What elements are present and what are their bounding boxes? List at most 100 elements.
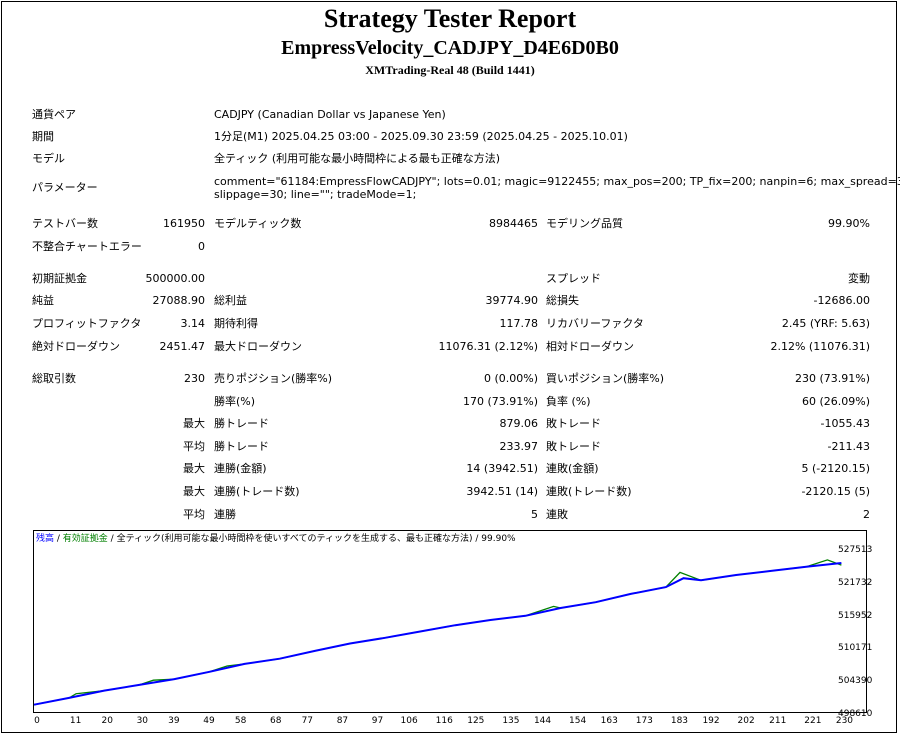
legend-model: 全ティック(利用可能な最小時間枠を使いすべてのティックを生成する、最も正確な方法… xyxy=(116,534,473,544)
recovery-factor-value: 2.45 (YRF: 5.63) xyxy=(781,317,870,330)
mismatch-label: 不整合チャートエラー xyxy=(32,240,142,253)
gross-loss-label: 総損失 xyxy=(546,294,579,307)
profit-factor-label: プロフィットファクタ xyxy=(32,317,142,330)
rel-drawdown-value: 2.12% (11076.31) xyxy=(770,340,870,353)
y-tick-label: 510171 xyxy=(838,643,873,654)
x-tick-label: 221 xyxy=(804,716,822,726)
ea-name: EmpressVelocity_CADJPY_D4E6D0B0 xyxy=(281,37,619,59)
model-label: モデル xyxy=(32,152,65,165)
x-tick-label: 211 xyxy=(769,716,787,726)
cons-wins-count-label: 連勝(トレード数) xyxy=(214,485,300,498)
quality-value: 99.90% xyxy=(828,217,870,230)
period-label: 期間 xyxy=(32,130,54,143)
profit-factor-value: 3.14 xyxy=(180,317,206,330)
average-loss-label: 敗トレード xyxy=(546,440,601,453)
avg-cons-wins-value: 5 xyxy=(531,508,538,521)
x-tick-label: 0 xyxy=(34,716,40,726)
rel-drawdown-label: 相対ドローダウン xyxy=(546,340,634,353)
avg-cons-label: 平均 xyxy=(183,508,205,521)
cons-losses-count-label: 連敗(トレード数) xyxy=(546,485,632,498)
net-profit-label: 純益 xyxy=(32,294,54,307)
abs-drawdown-value: 2451.47 xyxy=(159,340,206,353)
short-positions-value: 0 (0.00%) xyxy=(483,372,538,385)
ticks-value: 8984465 xyxy=(489,217,538,230)
x-tick-label: 68 xyxy=(269,716,282,726)
report-title: Strategy Tester Report xyxy=(323,4,577,33)
maximum-label: 最大 xyxy=(183,462,205,475)
quality-label: モデリング品質 xyxy=(546,217,623,230)
params-line-2: slippage=30; line=""; tradeMode=1; xyxy=(214,188,417,201)
largest-win-value: 879.06 xyxy=(499,417,539,430)
cons-wins-amount-value: 14 (3942.51) xyxy=(466,462,538,475)
legend-quality: 99.90% xyxy=(481,534,516,544)
bars-value: 161950 xyxy=(163,217,205,230)
x-tick-label: 77 xyxy=(301,716,314,726)
y-tick-label: 504390 xyxy=(838,676,873,687)
x-tick-label: 49 xyxy=(203,716,215,726)
cons-wins-count-value: 3942.51 (14) xyxy=(466,485,538,498)
y-tick-label: 498610 xyxy=(838,709,873,719)
gross-profit-label: 総利益 xyxy=(214,294,247,307)
server-build: XMTrading-Real 48 (Build 1441) xyxy=(365,63,535,77)
max-drawdown-label: 最大ドローダウン xyxy=(214,340,302,353)
balance-chart xyxy=(33,530,867,713)
x-tick-label: 163 xyxy=(600,716,618,726)
average-win-label: 勝トレード xyxy=(214,440,269,453)
x-tick-label: 39 xyxy=(168,716,180,726)
x-tick-label: 11 xyxy=(69,716,82,726)
loss-rate-label: 負率 (%) xyxy=(546,395,591,408)
long-positions-label: 買いポジション(勝率%) xyxy=(546,372,665,385)
gross-loss-value: -12686.00 xyxy=(813,294,870,307)
x-tick-label: 125 xyxy=(467,716,485,726)
win-rate-label: 勝率(%) xyxy=(214,395,256,408)
short-positions-label: 売りポジション(勝率%) xyxy=(214,372,333,385)
cons-losses-amount-label: 連敗(金額) xyxy=(546,462,599,475)
x-tick-label: 20 xyxy=(101,716,113,726)
largest-win-label: 勝トレード xyxy=(214,417,269,430)
legend-balance: 残高 xyxy=(36,534,55,544)
legend-sep-3: / xyxy=(472,534,482,544)
x-tick-label: 154 xyxy=(569,716,587,726)
maximal-label: 最大 xyxy=(183,485,205,498)
total-trades-value: 230 xyxy=(184,372,205,385)
x-tick-label: 230 xyxy=(835,716,854,726)
x-tick-label: 183 xyxy=(670,716,689,726)
symbol-value: CADJPY (Canadian Dollar vs Japanese Yen) xyxy=(214,108,446,121)
ticks-label: モデルティック数 xyxy=(214,217,302,230)
y-tick-label: 527513 xyxy=(838,545,873,555)
expected-payoff-label: 期待利得 xyxy=(214,317,258,330)
x-tick-label: 30 xyxy=(136,716,149,726)
largest-loss-value: -1055.43 xyxy=(820,417,870,430)
average-win-value: 233.97 xyxy=(499,440,539,453)
deposit-value: 500000.00 xyxy=(145,272,206,285)
recovery-factor-label: リカバリーファクタ xyxy=(546,317,644,330)
x-tick-label: 173 xyxy=(635,716,653,726)
mismatch-value: 0 xyxy=(198,240,205,253)
abs-drawdown-label: 絶対ドローダウン xyxy=(32,340,120,353)
symbol-label: 通貨ペア xyxy=(32,108,76,121)
expected-payoff-value: 117.78 xyxy=(499,317,539,330)
x-tick-label: 144 xyxy=(533,716,552,726)
deposit-label: 初期証拠金 xyxy=(32,272,87,285)
x-tick-label: 106 xyxy=(400,716,418,726)
spread-label: スプレッド xyxy=(546,272,601,285)
net-profit-value: 27088.90 xyxy=(152,294,206,307)
params-label: パラメーター xyxy=(32,181,98,194)
x-tick-label: 97 xyxy=(371,716,384,726)
avg-cons-losses-value: 2 xyxy=(863,508,870,521)
cons-losses-amount-value: 5 (-2120.15) xyxy=(801,462,870,475)
x-tick-label: 87 xyxy=(336,716,349,726)
x-tick-label: 116 xyxy=(435,716,453,726)
period-value: 1分足(M1) 2025.04.25 03:00 - 2025.09.30 23… xyxy=(214,130,628,143)
spread-value: 変動 xyxy=(848,272,870,285)
chart-legend: 残高 / 有効証拠金 / 全ティック(利用可能な最小時間枠を使いすべてのティック… xyxy=(36,531,516,544)
chart-border xyxy=(33,530,867,713)
x-tick-label: 135 xyxy=(502,716,520,726)
largest-loss-label: 敗トレード xyxy=(546,417,601,430)
total-trades-label: 総取引数 xyxy=(32,372,76,385)
x-tick-label: 202 xyxy=(737,716,755,726)
y-tick-label: 521732 xyxy=(838,577,873,588)
y-tick-label: 515952 xyxy=(838,610,873,621)
model-value: 全ティック (利用可能な最小時間枠による最も正確な方法) xyxy=(214,152,501,165)
